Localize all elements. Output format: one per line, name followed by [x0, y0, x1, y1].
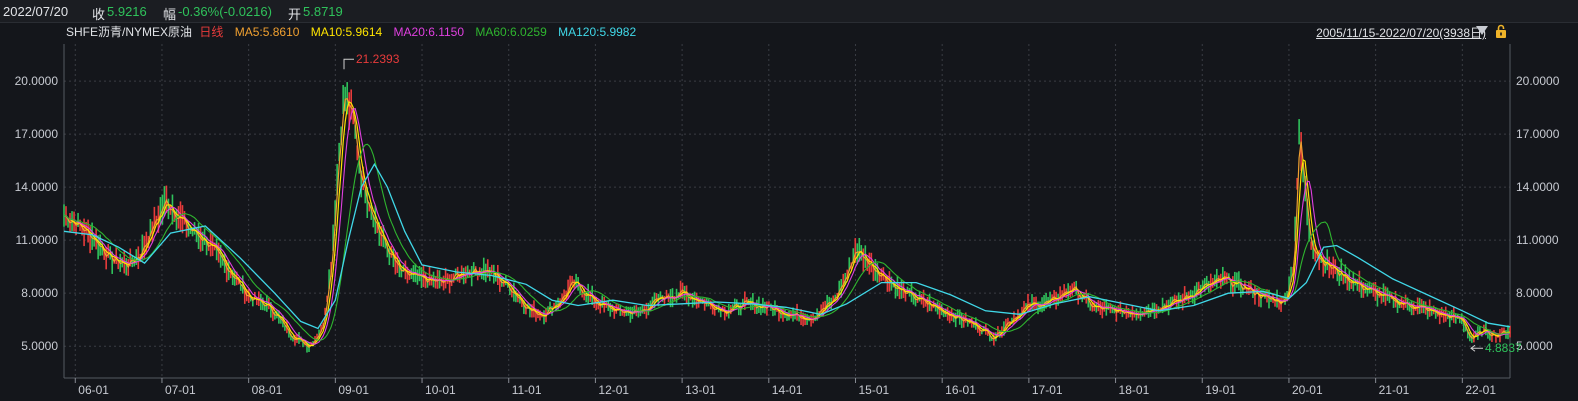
ma20-line: [63, 107, 1511, 345]
triangle-down-icon[interactable]: [1476, 26, 1488, 35]
x-tick-label: 12-01: [598, 383, 629, 397]
legend-ma60: MA60:6.0259: [475, 25, 547, 39]
x-tick-label: 21-01: [1379, 383, 1410, 397]
y-tick-label-left: 11.0000: [16, 233, 59, 247]
y-tick-label-left: 5.0000: [21, 339, 58, 353]
close-value: 5.9216: [107, 4, 147, 19]
y-tick-label-left: 20.0000: [15, 74, 59, 88]
legend-ma120: MA120:5.9982: [558, 25, 637, 39]
x-tick-label: 08-01: [252, 383, 283, 397]
quote-date: 2022/07/20: [3, 4, 69, 19]
y-tick-label-right: 8.0000: [1516, 286, 1553, 300]
close-label: 收: [92, 7, 106, 22]
symbol-name[interactable]: SHFE沥青/NYMEX原油: [66, 25, 193, 39]
x-tick-label: 09-01: [338, 383, 369, 397]
x-tick-label: 07-01: [165, 383, 196, 397]
open-value: 5.8719: [303, 4, 343, 19]
x-tick-label: 19-01: [1205, 383, 1236, 397]
price-candles: [63, 82, 1511, 353]
date-range-selector[interactable]: 2005/11/15-2022/07/20(3938日): [1316, 26, 1486, 40]
legend-ma20: MA20:6.1150: [393, 25, 465, 39]
change-value: -0.36%(-0.0216): [178, 4, 272, 19]
x-tick-label: 14-01: [772, 383, 803, 397]
ma60-line: [63, 143, 1511, 341]
y-tick-label-left: 8.0000: [21, 286, 58, 300]
change-label: 幅: [163, 7, 177, 22]
x-tick-label: 11-01: [512, 383, 542, 397]
y-tick-label-right: 14.0000: [1516, 180, 1560, 194]
annotations: 21.2393 4.8837: [343, 52, 1522, 355]
min-arrow: [1470, 344, 1476, 352]
quote-header: 2022/07/20 收 5.9216 幅 -0.36%(-0.0216) 开 …: [0, 0, 1578, 23]
ma10-line: [63, 101, 1511, 347]
x-tick-label: 06-01: [78, 383, 109, 397]
legend-ma5: MA5:5.8610: [234, 25, 300, 39]
period-label[interactable]: 日线: [199, 25, 224, 39]
legend-ma10: MA10:5.9614: [310, 25, 383, 39]
y-tick-label-left: 14.0000: [15, 180, 59, 194]
indicator-legend: SHFE沥青/NYMEX原油 日线 MA5:5.8610 MA10:5.9614…: [66, 23, 644, 41]
y-tick-label-right: 5.0000: [1516, 339, 1553, 353]
x-tick-label: 15-01: [858, 383, 889, 397]
y-tick-label-right: 17.0000: [1516, 127, 1560, 141]
y-tick-label-left: 17.0000: [15, 127, 59, 141]
x-tick-label: 22-01: [1465, 383, 1496, 397]
max-value-label: 21.2393: [356, 52, 400, 66]
ma120-line: [63, 162, 1511, 330]
open-label: 开: [288, 7, 302, 22]
series: [63, 82, 1511, 353]
y-tick-label-right: 20.0000: [1516, 74, 1560, 88]
min-value-label: 4.8837: [1485, 341, 1522, 355]
x-tick-label: 18-01: [1119, 383, 1150, 397]
grid: [64, 44, 1510, 378]
x-tick-label: 20-01: [1292, 383, 1323, 397]
x-tick-label: 13-01: [685, 383, 716, 397]
y-tick-label-right: 11.0000: [1516, 233, 1559, 247]
x-tick-label: 10-01: [425, 383, 456, 397]
x-tick-label: 17-01: [1032, 383, 1063, 397]
lock-icon[interactable]: [1494, 24, 1508, 38]
axes: 20.0000 20.0000 17.0000 17.0000 14.0000 14.00…: [15, 44, 1560, 397]
max-marker: [343, 58, 355, 70]
x-tick-label: 16-01: [945, 383, 976, 397]
